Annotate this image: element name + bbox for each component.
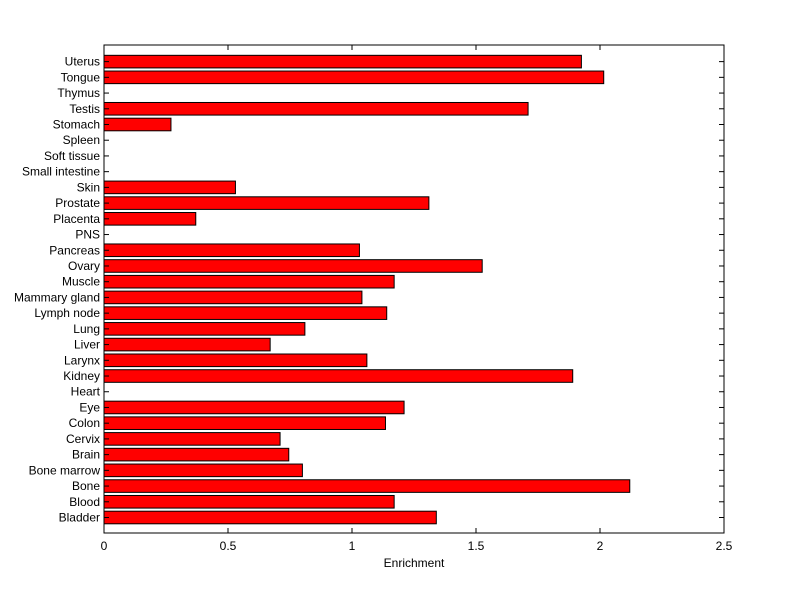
bar-ovary	[103, 259, 483, 273]
y-tick-label: Bone	[72, 479, 100, 493]
y-tick-label: Larynx	[64, 353, 100, 367]
bar-testis	[103, 101, 529, 116]
bar-mammary-gland	[103, 290, 363, 305]
bar-uterus	[103, 54, 582, 69]
x-tick-label: 1.5	[468, 539, 485, 553]
bar-bladder	[103, 510, 437, 525]
y-tick-label: Thymus	[57, 86, 100, 100]
y-tick-label: Bone marrow	[29, 463, 101, 477]
bar-stomach	[103, 117, 172, 132]
bar-placenta	[103, 212, 197, 226]
y-tick-label: Eye	[79, 400, 100, 414]
bar-muscle	[103, 274, 395, 289]
x-tick-label: 0	[101, 539, 108, 553]
bar-liver	[103, 337, 271, 352]
y-tick-label: Spleen	[63, 133, 100, 147]
y-tick-label: Bladder	[59, 511, 100, 525]
bar-pancreas	[103, 243, 360, 258]
y-tick-label: Testis	[69, 102, 100, 116]
y-tick-label: Blood	[69, 495, 100, 509]
y-tick-label: PNS	[75, 228, 100, 242]
bar-lung	[103, 322, 306, 336]
x-tick-label: 0.5	[220, 539, 237, 553]
y-tick-label: Small intestine	[22, 165, 100, 179]
y-tick-label: Placenta	[53, 212, 100, 226]
y-tick-label: Ovary	[68, 259, 100, 273]
bar-kidney	[103, 369, 574, 383]
x-tick-label: 2	[597, 539, 604, 553]
y-tick-label: Lymph node	[34, 306, 100, 320]
y-tick-label: Mammary gland	[14, 290, 100, 304]
bar-skin	[103, 180, 236, 195]
y-tick-label: Soft tissue	[44, 149, 100, 163]
x-tick-label: 1	[349, 539, 356, 553]
bar-cervix	[103, 432, 281, 446]
x-axis-ticks: 0 0.5 1 1.5 2 2.5	[101, 45, 733, 553]
bar-bone	[103, 479, 631, 493]
bar-tongue	[103, 70, 605, 85]
y-tick-label: Brain	[72, 448, 100, 462]
y-tick-label: Stomach	[53, 118, 100, 132]
y-tick-label: Uterus	[65, 55, 100, 69]
x-axis-title: Enrichment	[384, 556, 445, 570]
bar-blood	[103, 494, 395, 509]
y-tick-label: Liver	[74, 338, 100, 352]
y-tick-label: Lung	[73, 322, 100, 336]
bars-group	[103, 54, 631, 525]
y-tick-label: Tongue	[61, 70, 101, 84]
y-tick-label: Muscle	[62, 275, 100, 289]
y-tick-label: Heart	[71, 385, 101, 399]
bar-brain	[103, 447, 290, 462]
bar-larynx	[103, 353, 368, 368]
y-tick-label: Prostate	[55, 196, 100, 210]
y-tick-label: Skin	[77, 180, 100, 194]
y-tick-label: Kidney	[63, 369, 100, 383]
y-tick-label: Cervix	[66, 432, 100, 446]
bar-lymph-node	[103, 306, 388, 320]
bar-bone-marrow	[103, 463, 303, 478]
bar-eye	[103, 400, 405, 415]
y-tick-label: Pancreas	[49, 243, 100, 257]
x-tick-label: 2.5	[716, 539, 733, 553]
bar-colon	[103, 416, 386, 430]
y-tick-label: Colon	[69, 416, 100, 430]
bar-prostate	[103, 196, 430, 210]
